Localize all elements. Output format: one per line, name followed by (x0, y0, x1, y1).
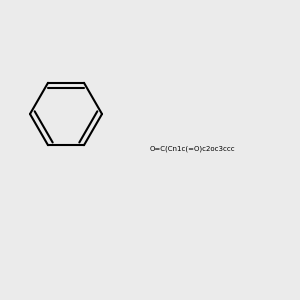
Text: O=C(Cn1c(=O)c2oc3ccc: O=C(Cn1c(=O)c2oc3ccc (150, 145, 236, 152)
